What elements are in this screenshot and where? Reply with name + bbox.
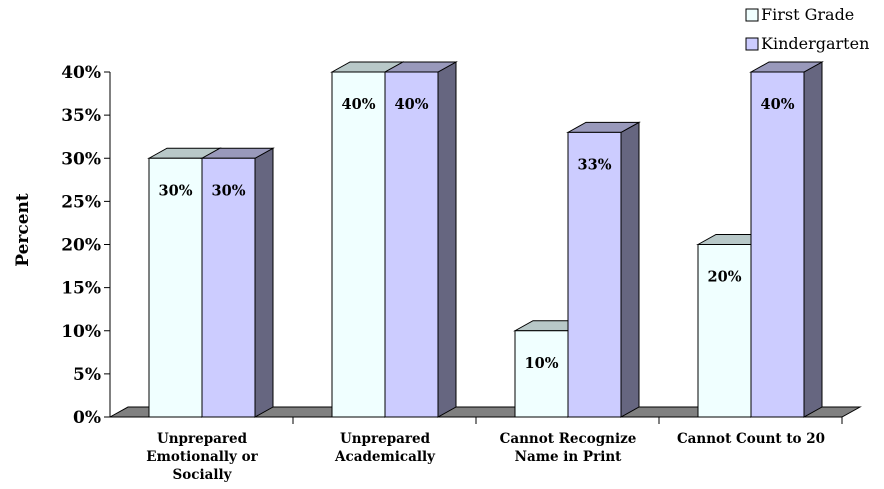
bar-side (620, 121, 640, 418)
bar-first-grade (514, 330, 569, 418)
y-tick-label: 30% (61, 149, 101, 169)
legend-label-kindergarten: Kindergarten (761, 34, 869, 53)
y-tick-label: 40% (61, 63, 101, 83)
x-category-label: Unprepared Emotionally or Socially (146, 431, 258, 483)
legend-swatch-kindergarten (745, 37, 759, 51)
y-tick-label: 20% (61, 236, 101, 256)
bar-side (254, 147, 274, 418)
data-label: 40% (395, 96, 429, 113)
y-tick-label: 15% (61, 279, 101, 299)
bar-first-grade (331, 71, 386, 418)
bar-first-grade (148, 157, 203, 418)
data-label: 40% (761, 96, 795, 113)
y-tick-label: 5% (73, 365, 101, 385)
bar-kindergarten (201, 157, 256, 418)
data-label: 40% (342, 96, 376, 113)
x-category-label: Cannot Count to 20 (677, 431, 825, 447)
legend-swatch-first-grade (745, 8, 759, 22)
data-label: 30% (212, 182, 246, 199)
y-tick-label: 35% (61, 106, 101, 126)
x-category-label: Cannot Recognize Name in Print (500, 431, 637, 465)
bar-side (803, 61, 823, 418)
y-tick-label: 0% (73, 408, 101, 428)
bar-kindergarten (750, 71, 805, 418)
data-label: 10% (525, 355, 559, 372)
y-tick-label: 25% (61, 192, 101, 212)
data-label: 33% (578, 156, 612, 173)
x-category-label: Unprepared Academically (334, 431, 436, 465)
bar-first-grade (697, 244, 752, 418)
legend-label-first-grade: First Grade (761, 5, 854, 24)
data-label: 30% (159, 182, 193, 199)
data-label: 20% (708, 269, 742, 286)
y-tick-label: 10% (61, 322, 101, 342)
bar-kindergarten (567, 131, 622, 418)
legend: First Grade Kindergarten (745, 5, 869, 53)
bar-kindergarten (384, 71, 439, 418)
y-axis-label: Percent (13, 193, 33, 267)
bar-side (437, 61, 457, 418)
